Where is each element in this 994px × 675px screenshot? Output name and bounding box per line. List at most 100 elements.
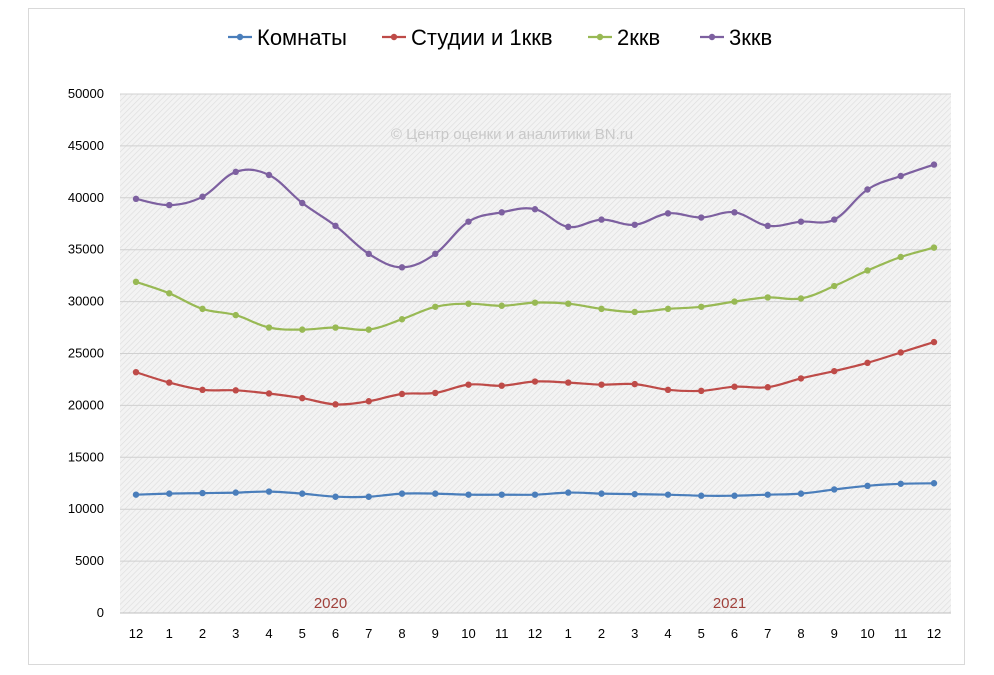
data-point <box>232 489 239 496</box>
data-point <box>797 218 805 225</box>
data-point <box>831 216 838 223</box>
data-point <box>664 491 672 498</box>
data-point <box>797 375 805 382</box>
x-tick-label: 11 <box>894 626 908 641</box>
data-point <box>265 171 273 179</box>
x-tick-label: 5 <box>299 626 306 641</box>
x-tick-label: 6 <box>332 626 339 641</box>
data-point <box>831 367 838 375</box>
data-point <box>299 326 306 333</box>
data-point <box>731 298 738 305</box>
data-point <box>299 199 306 207</box>
x-tick-label: 7 <box>764 626 771 641</box>
data-point <box>166 201 173 209</box>
data-point <box>199 489 206 497</box>
data-point <box>664 386 672 394</box>
data-point <box>432 303 439 310</box>
x-tick-label: 4 <box>265 626 272 641</box>
data-point <box>764 491 771 498</box>
x-tick-label: 4 <box>664 626 671 641</box>
x-tick-label: 12 <box>528 626 542 641</box>
data-point <box>398 390 406 398</box>
data-point <box>731 209 738 216</box>
data-point <box>332 324 339 331</box>
data-point <box>930 161 938 168</box>
x-tick-label: 1 <box>565 626 572 641</box>
data-point <box>365 493 372 500</box>
series-4 <box>132 161 938 271</box>
data-point <box>465 218 472 225</box>
data-point <box>432 250 439 258</box>
data-point <box>565 300 572 307</box>
legend-label: 3ккв <box>729 25 772 50</box>
data-point <box>132 278 140 286</box>
x-tick-label: 1 <box>166 626 173 641</box>
x-tick-label: 8 <box>398 626 405 641</box>
data-point <box>631 308 638 316</box>
data-point <box>232 168 239 176</box>
y-tick-label: 30000 <box>68 294 104 309</box>
y-tick-label: 45000 <box>68 138 104 153</box>
x-tick-label: 3 <box>631 626 638 641</box>
data-point <box>664 305 672 313</box>
legend-marker <box>596 33 604 41</box>
x-tick-label: 3 <box>232 626 239 641</box>
data-point <box>398 316 406 323</box>
x-tick-label: 12 <box>927 626 941 641</box>
x-tick-label: 6 <box>731 626 738 641</box>
data-point <box>465 381 472 388</box>
data-point <box>864 186 871 193</box>
watermark: © Центр оценки и аналитики BN.ru <box>391 126 633 143</box>
data-point <box>465 300 472 307</box>
x-tick-label: 2 <box>598 626 605 641</box>
data-point <box>698 492 705 499</box>
data-point <box>731 492 738 499</box>
data-point <box>332 493 339 500</box>
data-point <box>831 282 838 290</box>
data-point <box>332 401 339 408</box>
data-point <box>332 222 339 230</box>
data-point <box>930 338 938 346</box>
x-tick-label: 2 <box>199 626 206 641</box>
y-tick-label: 20000 <box>68 397 104 412</box>
x-axis: 12 1 2 3 4 5 6 7 8 9 10 11 12 1 2 3 4 5 6 7 8 9 10 11 12 <box>129 626 941 641</box>
data-point <box>631 380 638 388</box>
data-point <box>864 267 871 274</box>
data-point <box>531 299 539 306</box>
x-tick-label: 10 <box>860 626 874 641</box>
data-point <box>531 491 539 498</box>
data-point <box>498 382 505 389</box>
data-point <box>764 222 771 230</box>
y-tick-label: 25000 <box>68 346 104 361</box>
series-1 <box>132 480 938 500</box>
data-point <box>498 491 505 498</box>
data-point <box>930 244 938 251</box>
y-tick-label: 0 <box>97 605 104 620</box>
x-tick-label: 11 <box>495 626 509 641</box>
data-point <box>432 389 439 397</box>
data-point <box>797 295 805 302</box>
data-point <box>199 193 206 200</box>
data-point <box>432 490 439 497</box>
data-point <box>764 294 771 301</box>
legend-item: 2ккв <box>588 25 660 50</box>
x-tick-label: 8 <box>797 626 804 641</box>
data-point <box>930 480 938 487</box>
data-point <box>232 311 239 319</box>
legend-marker <box>236 33 244 41</box>
x-tick-label: 9 <box>831 626 838 641</box>
data-point <box>365 326 372 333</box>
data-point <box>365 250 372 258</box>
data-point <box>365 398 372 405</box>
y-tick-label: 50000 <box>68 86 104 101</box>
y-axis: 0 5000 10000 15000 20000 25000 30000 35000 40000… <box>68 86 104 620</box>
data-point <box>265 390 273 397</box>
data-point <box>465 491 472 498</box>
data-point <box>831 486 838 493</box>
data-point <box>897 480 904 487</box>
legend-label: 2ккв <box>617 25 660 50</box>
legend-marker <box>708 33 716 41</box>
x-tick-label: 5 <box>698 626 705 641</box>
data-point <box>897 253 904 261</box>
